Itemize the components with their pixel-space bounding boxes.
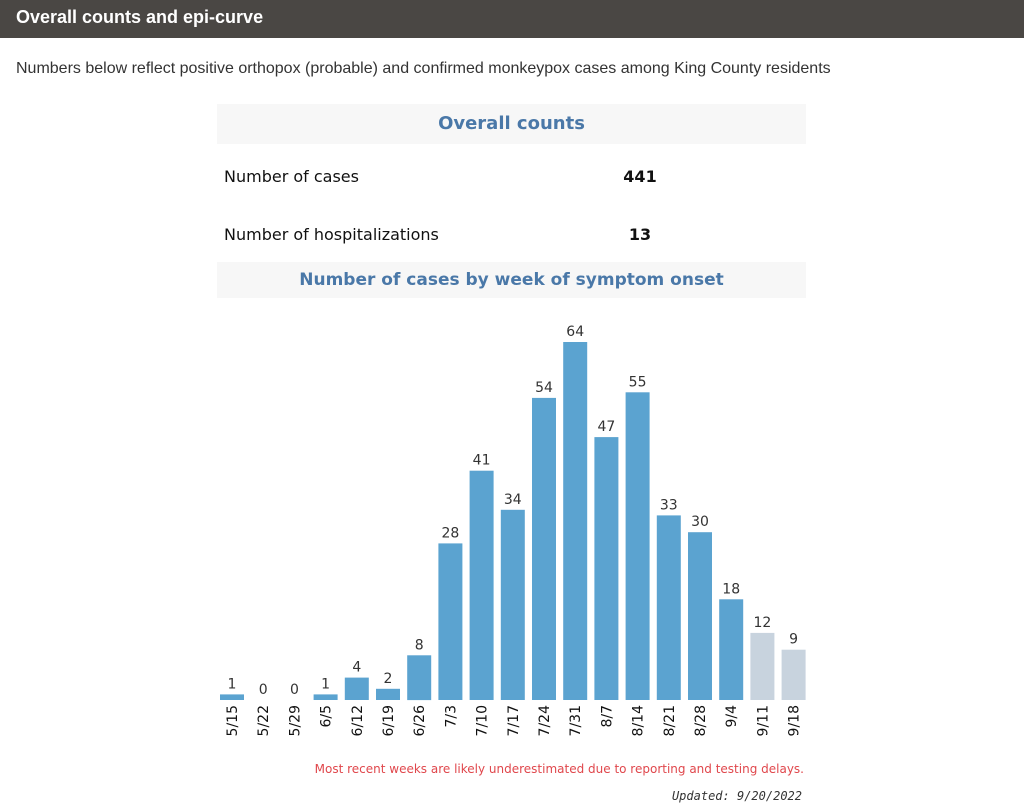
x-tick-7/31: 7/31 — [568, 705, 584, 736]
bar-7/10 — [469, 470, 494, 700]
data-label-7/17: 34 — [504, 492, 522, 508]
intro-text: Numbers below reflect positive orthopox … — [16, 60, 831, 77]
bar-7/3 — [438, 543, 463, 700]
x-tick-6/19: 6/19 — [381, 705, 397, 736]
data-label-9/4: 18 — [722, 581, 740, 597]
bar-8/21 — [656, 515, 681, 700]
data-label-8/7: 47 — [597, 419, 615, 435]
bar-7/17 — [500, 509, 525, 700]
data-label-5/15: 1 — [228, 676, 237, 692]
data-label-6/19: 2 — [384, 671, 393, 687]
data-label-7/3: 28 — [441, 525, 459, 541]
x-tick-8/7: 8/7 — [599, 705, 615, 728]
bar-8/14 — [625, 392, 650, 700]
x-tick-9/11: 9/11 — [755, 705, 771, 736]
bar-6/19 — [376, 688, 400, 700]
delay-note: Most recent weeks are likely underestima… — [314, 762, 804, 776]
x-tick-7/17: 7/17 — [506, 705, 522, 736]
bar-9/4 — [719, 599, 744, 700]
x-tick-7/10: 7/10 — [475, 705, 491, 736]
bar-6/5 — [313, 694, 338, 700]
data-label-6/12: 4 — [352, 660, 361, 676]
bar-9/18 — [781, 649, 806, 700]
data-label-5/29: 0 — [290, 682, 299, 698]
x-tick-6/5: 6/5 — [319, 705, 335, 728]
hospitalizations-value: 13 — [628, 225, 652, 244]
cases-label: Number of cases — [224, 167, 359, 186]
bar-5/15 — [220, 694, 244, 700]
bar-6/26 — [407, 655, 432, 701]
x-tick-5/22: 5/22 — [256, 705, 272, 736]
chart-title: Number of cases by week of symptom onset — [217, 262, 806, 298]
x-tick-6/12: 6/12 — [350, 705, 366, 736]
bar-6/12 — [344, 677, 369, 700]
bar-9/11 — [750, 632, 775, 700]
epi-curve-chart: 1 5/15 0 5/22 0 5/29 1 6/5 4 6/12 2 6/19 8 6/26 28 7/3 4… — [220, 324, 806, 737]
updated-timestamp: Updated: 9/20/2022 — [671, 789, 802, 803]
x-tick-7/24: 7/24 — [537, 705, 553, 737]
bar-7/31 — [563, 342, 588, 700]
data-label-6/26: 8 — [415, 637, 424, 653]
data-label-9/11: 12 — [753, 615, 771, 631]
bar-7/24 — [532, 397, 556, 700]
data-label-7/24: 54 — [535, 380, 553, 396]
section-title: Overall counts and epi-curve — [16, 7, 264, 27]
data-label-8/28: 30 — [691, 514, 709, 530]
x-tick-7/3: 7/3 — [443, 705, 459, 728]
x-tick-8/14: 8/14 — [631, 705, 647, 737]
x-tick-5/29: 5/29 — [287, 705, 303, 736]
data-label-6/5: 1 — [321, 676, 330, 692]
data-label-8/14: 55 — [629, 374, 647, 390]
data-label-5/22: 0 — [259, 682, 268, 698]
x-tick-9/4: 9/4 — [724, 705, 740, 728]
bar-8/28 — [688, 532, 712, 700]
data-label-9/18: 9 — [789, 632, 798, 648]
bar-8/7 — [594, 437, 619, 700]
x-tick-8/28: 8/28 — [693, 705, 709, 736]
x-tick-6/26: 6/26 — [412, 705, 428, 737]
data-label-8/21: 33 — [660, 497, 678, 513]
data-label-7/10: 41 — [473, 453, 491, 469]
hospitalizations-label: Number of hospitalizations — [224, 225, 439, 244]
section-header: Overall counts and epi-curve — [0, 0, 1024, 38]
overall-counts-heading: Overall counts — [217, 104, 806, 144]
data-label-7/31: 64 — [566, 324, 584, 340]
x-tick-9/18: 9/18 — [787, 705, 803, 736]
cases-value: 441 — [623, 167, 657, 186]
x-tick-8/21: 8/21 — [662, 705, 678, 736]
x-tick-5/15: 5/15 — [225, 705, 241, 736]
